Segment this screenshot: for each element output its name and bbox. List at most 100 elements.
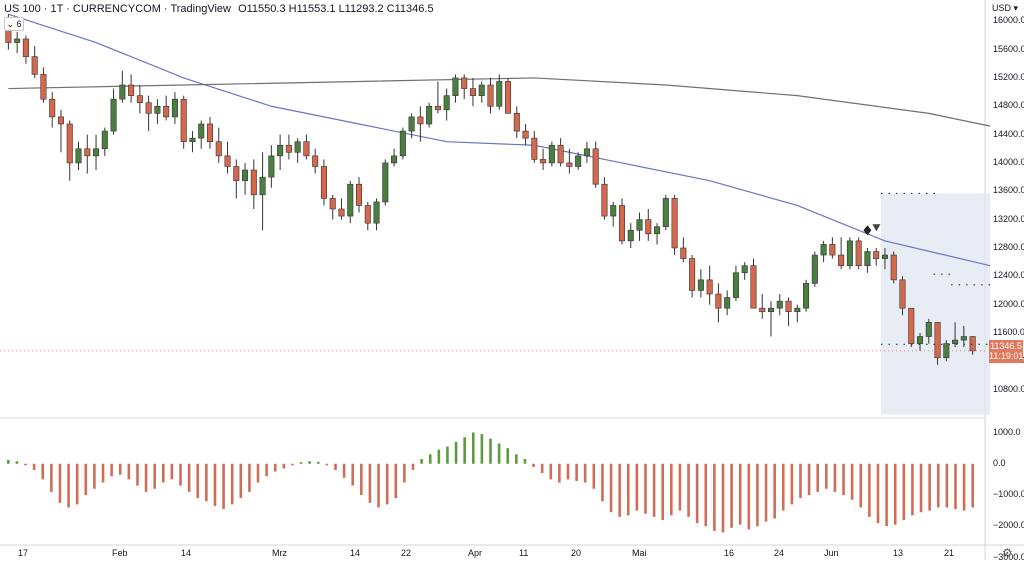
histogram-bar (540, 463, 544, 474)
candle-body (93, 148, 100, 157)
histogram-bar (153, 463, 156, 489)
histogram-bar (558, 463, 561, 483)
forecast-zone-rect (880, 193, 991, 415)
candle-body (215, 141, 222, 157)
candle-body (478, 84, 485, 96)
histogram-bar (670, 463, 673, 516)
candle-body (119, 84, 126, 100)
price-tick-label: 12400.0 (993, 270, 1024, 281)
candle-body (952, 339, 959, 344)
histogram-bar (850, 463, 854, 500)
histogram-bar (256, 463, 260, 483)
histogram-bar (945, 463, 949, 508)
candle-body (171, 98, 178, 118)
symbol-label[interactable]: US 100 · 1T · CURRENCYCOM · TradingView (4, 3, 231, 15)
histogram-bar (265, 463, 268, 477)
histogram-bar (230, 463, 234, 505)
histogram-bar (222, 463, 225, 510)
histogram-bar (971, 463, 974, 508)
histogram-bar (144, 463, 148, 492)
candle-body (724, 297, 731, 309)
histogram-bar (196, 463, 200, 499)
candle-body (364, 205, 371, 224)
signal-triangle-marker (872, 224, 881, 232)
candle-body (513, 113, 520, 132)
candle-body (391, 155, 398, 164)
histogram-bar (721, 463, 725, 533)
histogram-bar (471, 432, 475, 464)
candle-body (145, 102, 152, 114)
histogram-bar (248, 463, 251, 492)
histogram-bar (84, 463, 88, 495)
oscillator-tick-label: 1000.0 (993, 426, 1021, 437)
histogram-bar (515, 454, 518, 464)
histogram-bar (454, 441, 458, 464)
histogram-bar (644, 463, 647, 514)
price-tick-label: 12000.0 (993, 298, 1024, 309)
candle-body (285, 144, 292, 153)
gear-icon[interactable]: ⚙ (1002, 546, 1013, 560)
candle-body (890, 254, 897, 281)
indicator-toggle-button[interactable]: ⌄ 6 (4, 17, 24, 31)
candle-body (303, 141, 310, 157)
histogram-bar (532, 463, 535, 467)
candle-body (189, 137, 196, 142)
candle-body (268, 155, 275, 178)
time-tick-label: Mai (632, 548, 647, 558)
time-tick-label: Mrz (272, 548, 287, 558)
candle-body (820, 244, 827, 256)
long-moving-average-line (8, 77, 991, 127)
candle-body (40, 74, 47, 100)
histogram-bar (911, 463, 914, 516)
histogram-bar (110, 463, 113, 477)
candle-body (969, 336, 976, 352)
candle-body (829, 244, 836, 256)
candle-body (84, 148, 91, 157)
candle-body (347, 183, 354, 217)
histogram-bar (93, 463, 96, 489)
candle-body (934, 322, 941, 359)
histogram-bar (876, 463, 880, 524)
candle-body (57, 116, 64, 125)
candle-body (899, 279, 906, 309)
time-tick-label: 16 (724, 548, 735, 558)
candle-body (881, 254, 888, 259)
candle-body (864, 251, 871, 266)
currency-selector[interactable]: USD ▾ (992, 3, 1019, 13)
histogram-bar (609, 463, 613, 513)
histogram-bar (334, 463, 337, 470)
histogram-bar (385, 463, 389, 505)
histogram-bar (299, 462, 303, 464)
candle-body (706, 279, 713, 295)
candle-body (592, 148, 599, 185)
candle-body (434, 105, 441, 111)
histogram-bar (842, 463, 845, 495)
histogram-bar (58, 463, 62, 503)
histogram-bar (730, 463, 733, 528)
candle-body (128, 84, 135, 96)
candle-body (461, 77, 468, 89)
histogram-bar (919, 463, 923, 513)
histogram-bar (308, 461, 311, 464)
histogram-bar (41, 463, 45, 480)
candle-body (338, 208, 345, 217)
candle-body (224, 155, 231, 167)
candle-body (329, 198, 336, 210)
histogram-bar (833, 463, 837, 492)
histogram-bar (179, 463, 182, 486)
histogram-bar (661, 463, 665, 520)
dotted-levels (0, 192, 991, 352)
forecast-zone (880, 193, 991, 415)
candle-body (14, 38, 21, 43)
histogram-bar (678, 463, 682, 511)
candle-body (636, 219, 643, 231)
histogram-bar (394, 463, 398, 499)
histogram-bar (885, 463, 888, 527)
histogram-bar (566, 463, 570, 480)
candle-body (443, 95, 450, 111)
histogram-bar (127, 463, 131, 480)
price-tick-label: 16000.0 (993, 15, 1024, 26)
histogram-bar (954, 463, 957, 510)
candle-body (960, 336, 967, 341)
